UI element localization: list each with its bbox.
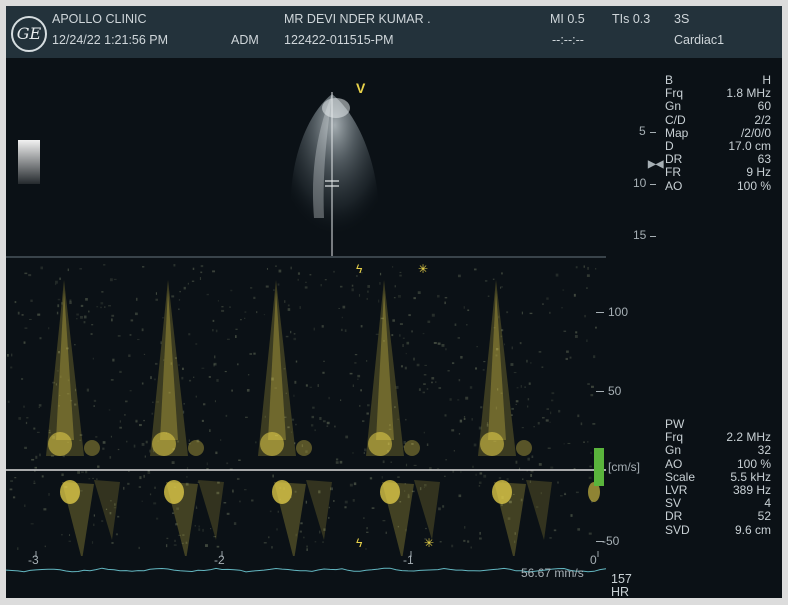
- bmode-param-row: Map/2/0/0: [665, 125, 771, 140]
- velocity-tick-50: 50: [608, 384, 622, 398]
- pw-param-row: Scale 5.5 kHz: [665, 469, 771, 484]
- ultrasound-screen: GE APOLLO CLINIC 12/24/22 1:21:56 PM ADM…: [6, 6, 782, 598]
- preset-name: Cardiac1: [674, 33, 725, 47]
- pw-param-row: LVR 389 Hz: [665, 483, 771, 498]
- gray-scale-bar: [18, 140, 40, 184]
- heart-rate-label: HR: [611, 585, 630, 598]
- bmode-param-row: Gn 60: [665, 99, 771, 114]
- ecg-line: [6, 567, 606, 573]
- gain-marker: [594, 448, 604, 486]
- bmode-param-row: Frq 1.8 MHz: [665, 86, 771, 101]
- time-placeholder: --:--:--: [552, 33, 584, 47]
- focus-marker-icon: ▶◀: [648, 159, 664, 170]
- trigger-marker-icon: ϟ: [356, 262, 363, 276]
- b-mode-image: [290, 92, 379, 256]
- doppler-top-border: [6, 256, 606, 258]
- time-tick: -3: [28, 553, 39, 567]
- mechanical-index: MI 0.5: [550, 12, 585, 26]
- depth-tick-10: 10: [633, 176, 647, 190]
- pw-params: PW Frq 2.2 MHz Gn 32 AO 100 % Scale 5.5 kHz …: [665, 417, 771, 537]
- pw-param-row: SVD 9.6 cm: [665, 522, 771, 537]
- pw-mode-label: PW: [665, 417, 685, 431]
- patient-id: 122422-011515-PM: [284, 33, 394, 47]
- pw-param-row: DR 52: [665, 509, 771, 524]
- velocity-tick-neg50: -50: [602, 534, 620, 548]
- bmode-param-row: C/D 2/2: [665, 112, 771, 127]
- pw-param-row: AO 100 %: [665, 456, 771, 471]
- velocity-tick-100: 100: [608, 305, 629, 319]
- time-tick: -2: [214, 553, 225, 567]
- bmode-param-row: FR 9 Hz: [665, 165, 771, 180]
- sector-echo: [290, 94, 379, 250]
- depth-tick-15: 15: [633, 228, 647, 242]
- sweep-speed: 56.67 mm/s: [521, 566, 584, 580]
- probe-label: 3S: [674, 12, 690, 26]
- heart-rate: 157: [611, 572, 632, 586]
- orientation-marker: V: [356, 80, 366, 96]
- pw-doppler-spectrum: [6, 264, 606, 556]
- ge-logo: GE: [11, 16, 47, 52]
- pw-param-row: SV 4: [665, 496, 771, 511]
- bmode-param-row: DR 63: [665, 152, 771, 167]
- operator: ADM: [231, 33, 259, 47]
- thermal-index: TIs 0.3: [612, 12, 651, 26]
- ecg-trace: [6, 551, 606, 573]
- doppler-waveform-beat: [258, 280, 332, 556]
- pw-param-row: Frq 2.2 MHz: [665, 430, 771, 445]
- clinic-name: APOLLO CLINIC: [52, 12, 147, 26]
- trigger-marker-icon: ✳: [418, 262, 429, 276]
- bmode-param-row: AO 100 %: [665, 178, 771, 193]
- pw-param-row: Gn 32: [665, 443, 771, 458]
- bmode-param-row: D 17.0 cm: [665, 139, 771, 154]
- doppler-waveform-beat: [150, 280, 224, 556]
- time-tick: -1: [403, 553, 414, 567]
- doppler-waveform-beat: [46, 280, 120, 556]
- trigger-marker-icon: ✳: [424, 536, 435, 550]
- doppler-waveform-beat: [366, 280, 440, 556]
- doppler-waveform-beat: [478, 280, 552, 556]
- patient-name: MR DEVI NDER KUMAR .: [284, 12, 431, 26]
- exam-datetime: 12/24/22 1:21:56 PM: [52, 33, 169, 47]
- depth-tick-5: 5: [639, 124, 646, 138]
- trigger-marker-icon: ϟ: [356, 536, 363, 550]
- header-bar: GE APOLLO CLINIC 12/24/22 1:21:56 PM ADM…: [6, 6, 782, 58]
- time-tick: 0: [590, 553, 597, 567]
- velocity-unit: [cm/s]: [608, 460, 640, 474]
